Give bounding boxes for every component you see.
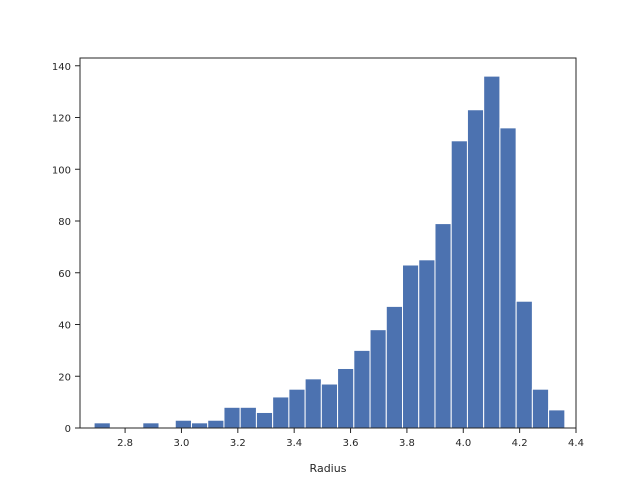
plot-frame — [79, 57, 577, 429]
histogram-bar — [288, 388, 306, 429]
histogram-bar — [483, 75, 501, 429]
histogram-bar — [385, 305, 404, 429]
histogram-bar — [190, 422, 209, 429]
histogram-bar — [304, 378, 322, 429]
x-tick-label: 3.2 — [230, 438, 246, 449]
histogram-bar — [515, 300, 533, 429]
y-tick-label: 140 — [52, 62, 71, 73]
histogram-bar — [320, 383, 339, 429]
y-tick-label: 40 — [58, 321, 71, 332]
histogram-bar — [369, 329, 387, 429]
y-tick-label: 100 — [52, 165, 71, 176]
histogram-bar — [466, 109, 485, 429]
histogram-bar — [223, 406, 241, 429]
y-tick-label: 60 — [58, 269, 71, 280]
y-tick-label: 80 — [58, 217, 71, 228]
x-tick-label: 4.4 — [568, 438, 584, 449]
histogram-bar — [531, 388, 550, 429]
histogram-bar — [418, 259, 436, 429]
histogram-bar — [548, 409, 566, 429]
x-axis-ticks: 2.8 3.0 3.2 3.4 3.6 3.8 4.0 4.2 4.4 — [117, 428, 584, 449]
x-tick-label: 3.4 — [286, 438, 302, 449]
x-tick-label: 3.8 — [399, 438, 415, 449]
histogram-bar — [142, 422, 160, 429]
x-tick-label: 3.0 — [174, 438, 190, 449]
y-tick-label: 0 — [65, 424, 71, 435]
x-tick-label: 4.2 — [512, 438, 528, 449]
x-tick-label: 3.6 — [343, 438, 359, 449]
bars-group — [93, 75, 566, 429]
histogram-bar — [174, 419, 192, 429]
x-tick-label: 4.0 — [455, 438, 471, 449]
histogram-bar — [255, 411, 274, 429]
histogram-bar — [337, 367, 355, 429]
x-tick-label: 2.8 — [117, 438, 133, 449]
x-axis-label: Radius — [310, 462, 347, 475]
histogram-bar — [434, 223, 452, 429]
y-tick-label: 20 — [58, 372, 71, 383]
histogram-bar — [499, 127, 517, 429]
histogram-bar — [402, 264, 420, 429]
histogram-bar — [272, 396, 290, 429]
histogram-bar — [353, 349, 371, 429]
histogram-bar — [207, 419, 225, 429]
histogram-bar — [450, 140, 468, 429]
y-axis-ticks: 0 20 40 60 80 100 120 140 — [52, 62, 80, 435]
histogram-bar — [239, 406, 257, 429]
y-tick-label: 120 — [52, 114, 71, 125]
histogram-bar — [93, 422, 111, 429]
